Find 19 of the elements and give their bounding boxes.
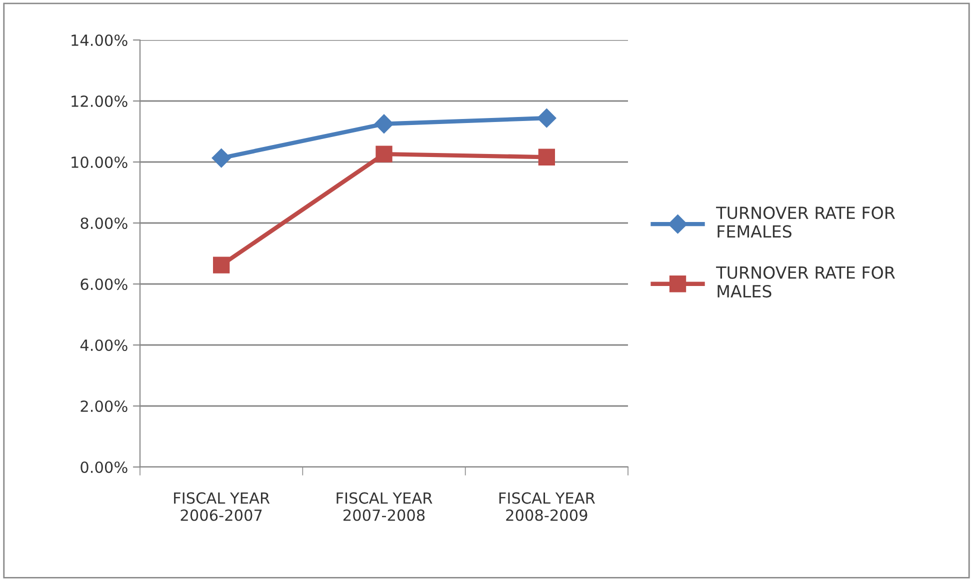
y-tick-label: 14.00% (72, 34, 128, 46)
y-tick-label: 10.00% (72, 156, 128, 168)
point (538, 148, 555, 166)
y-tick-label: 4.00% (80, 339, 128, 352)
y-tick-label: 6.00% (80, 278, 128, 290)
x-tick-label: FISCAL YEAR 2008-2009 (499, 492, 595, 521)
x-tick-label: FISCAL YEAR 2006-2007 (174, 492, 270, 521)
legend-label: TURNOVER RATE FOR MALES (716, 266, 895, 298)
point (213, 256, 230, 274)
y-tick-label: 12.00% (72, 95, 128, 108)
x-tick-label: FISCAL YEAR 2007-2008 (336, 492, 432, 521)
point (537, 108, 556, 128)
point (374, 114, 394, 134)
y-tick-label: 8.00% (80, 217, 128, 230)
point (376, 146, 392, 162)
point (212, 148, 231, 168)
y-tick-label: 2.00% (80, 400, 128, 412)
y-tick-label: 0.00% (80, 461, 128, 474)
legend-label: TURNOVER RATE FOR FEMALES (716, 206, 895, 238)
